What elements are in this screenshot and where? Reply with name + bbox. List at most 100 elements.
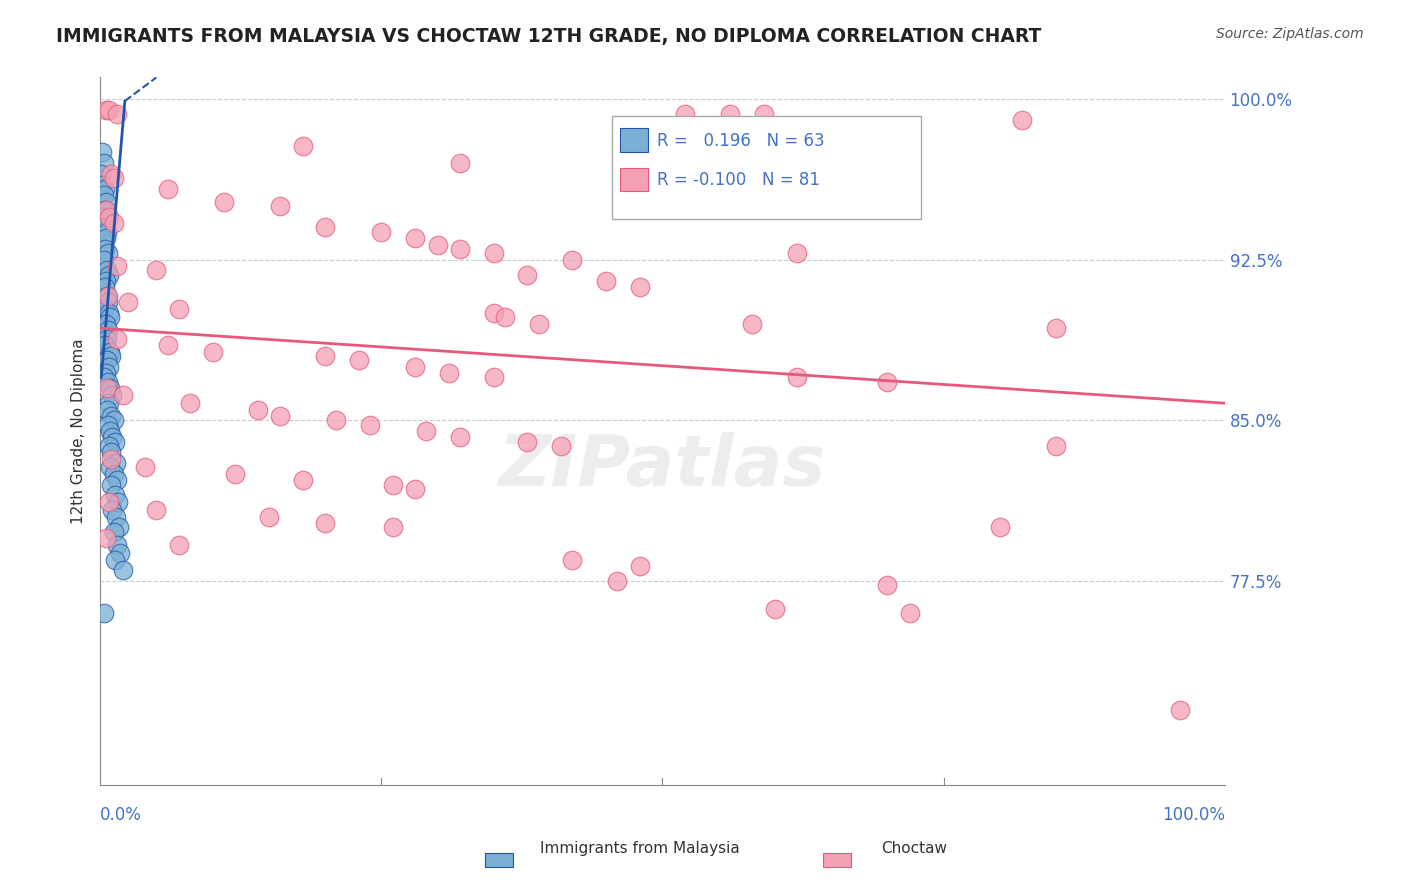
Point [449,430,471,444]
Point [101,503,124,517]
Point [527,317,550,331]
Point [786,370,808,384]
Point [93,242,115,256]
Point [93,188,115,202]
Point [1045,439,1067,453]
Point [167,538,190,552]
Point [325,413,347,427]
Point [1045,321,1067,335]
Point [96,402,118,417]
Point [93,606,115,620]
Point [212,194,235,209]
Point [108,520,131,534]
Point [96,289,118,303]
Point [201,344,224,359]
Text: 0.0%: 0.0% [100,806,142,824]
Point [97,375,120,389]
Point [104,509,127,524]
Point [101,430,124,444]
Point [103,467,125,481]
Point [110,546,132,560]
Text: ZIPatlas: ZIPatlas [499,432,827,501]
Point [482,370,505,384]
Point [91,178,114,192]
Point [94,194,117,209]
Point [628,559,651,574]
Point [426,237,449,252]
Point [96,263,118,277]
Point [606,574,628,588]
Point [107,495,129,509]
Text: IMMIGRANTS FROM MALAYSIA VS CHOCTAW 12TH GRADE, NO DIPLOMA CORRELATION CHART: IMMIGRANTS FROM MALAYSIA VS CHOCTAW 12TH… [56,27,1042,45]
Point [494,310,516,325]
Point [94,366,117,380]
Text: R = -0.100   N = 81: R = -0.100 N = 81 [657,171,820,189]
Text: Source: ZipAtlas.com: Source: ZipAtlas.com [1216,27,1364,41]
Point [98,460,121,475]
Point [269,199,291,213]
Point [97,289,120,303]
Point [516,434,538,449]
Point [93,301,115,316]
Point [179,396,201,410]
Text: Choctaw: Choctaw [882,841,946,856]
Point [314,220,336,235]
Point [105,259,128,273]
Point [96,381,118,395]
Point [98,439,121,453]
Point [98,381,121,395]
Point [876,578,898,592]
Point [134,460,156,475]
Point [93,220,115,235]
Point [437,366,460,380]
Point [93,280,115,294]
Point [595,274,617,288]
Point [224,467,246,481]
Text: R =   0.196   N = 63: R = 0.196 N = 63 [657,132,824,150]
Point [167,301,190,316]
Point [516,268,538,282]
Point [98,359,121,374]
Point [145,503,167,517]
Point [561,552,583,566]
Point [97,417,120,432]
Point [103,171,125,186]
Point [381,520,404,534]
Point [550,439,572,453]
Point [718,107,741,121]
Point [98,103,121,117]
Text: 100.0%: 100.0% [1161,806,1225,824]
Point [98,424,121,438]
Point [257,509,280,524]
Point [90,167,112,181]
Point [628,280,651,294]
Point [415,424,437,438]
Point [94,103,117,117]
Point [94,231,117,245]
Point [876,375,898,389]
Point [91,145,114,160]
Point [97,246,120,260]
Point [100,477,122,491]
Point [104,552,127,566]
Point [96,353,118,368]
Point [786,246,808,260]
Point [291,474,314,488]
Point [404,231,426,245]
Point [93,203,115,218]
Point [482,246,505,260]
Point [104,434,127,449]
Point [100,349,122,363]
Point [359,417,381,432]
Point [105,474,128,488]
Point [1168,703,1191,717]
Point [100,451,122,466]
Point [741,317,763,331]
Point [269,409,291,423]
Point [370,225,392,239]
Point [91,210,114,224]
Point [93,182,115,196]
Point [381,477,404,491]
Point [105,107,128,121]
Point [98,396,121,410]
